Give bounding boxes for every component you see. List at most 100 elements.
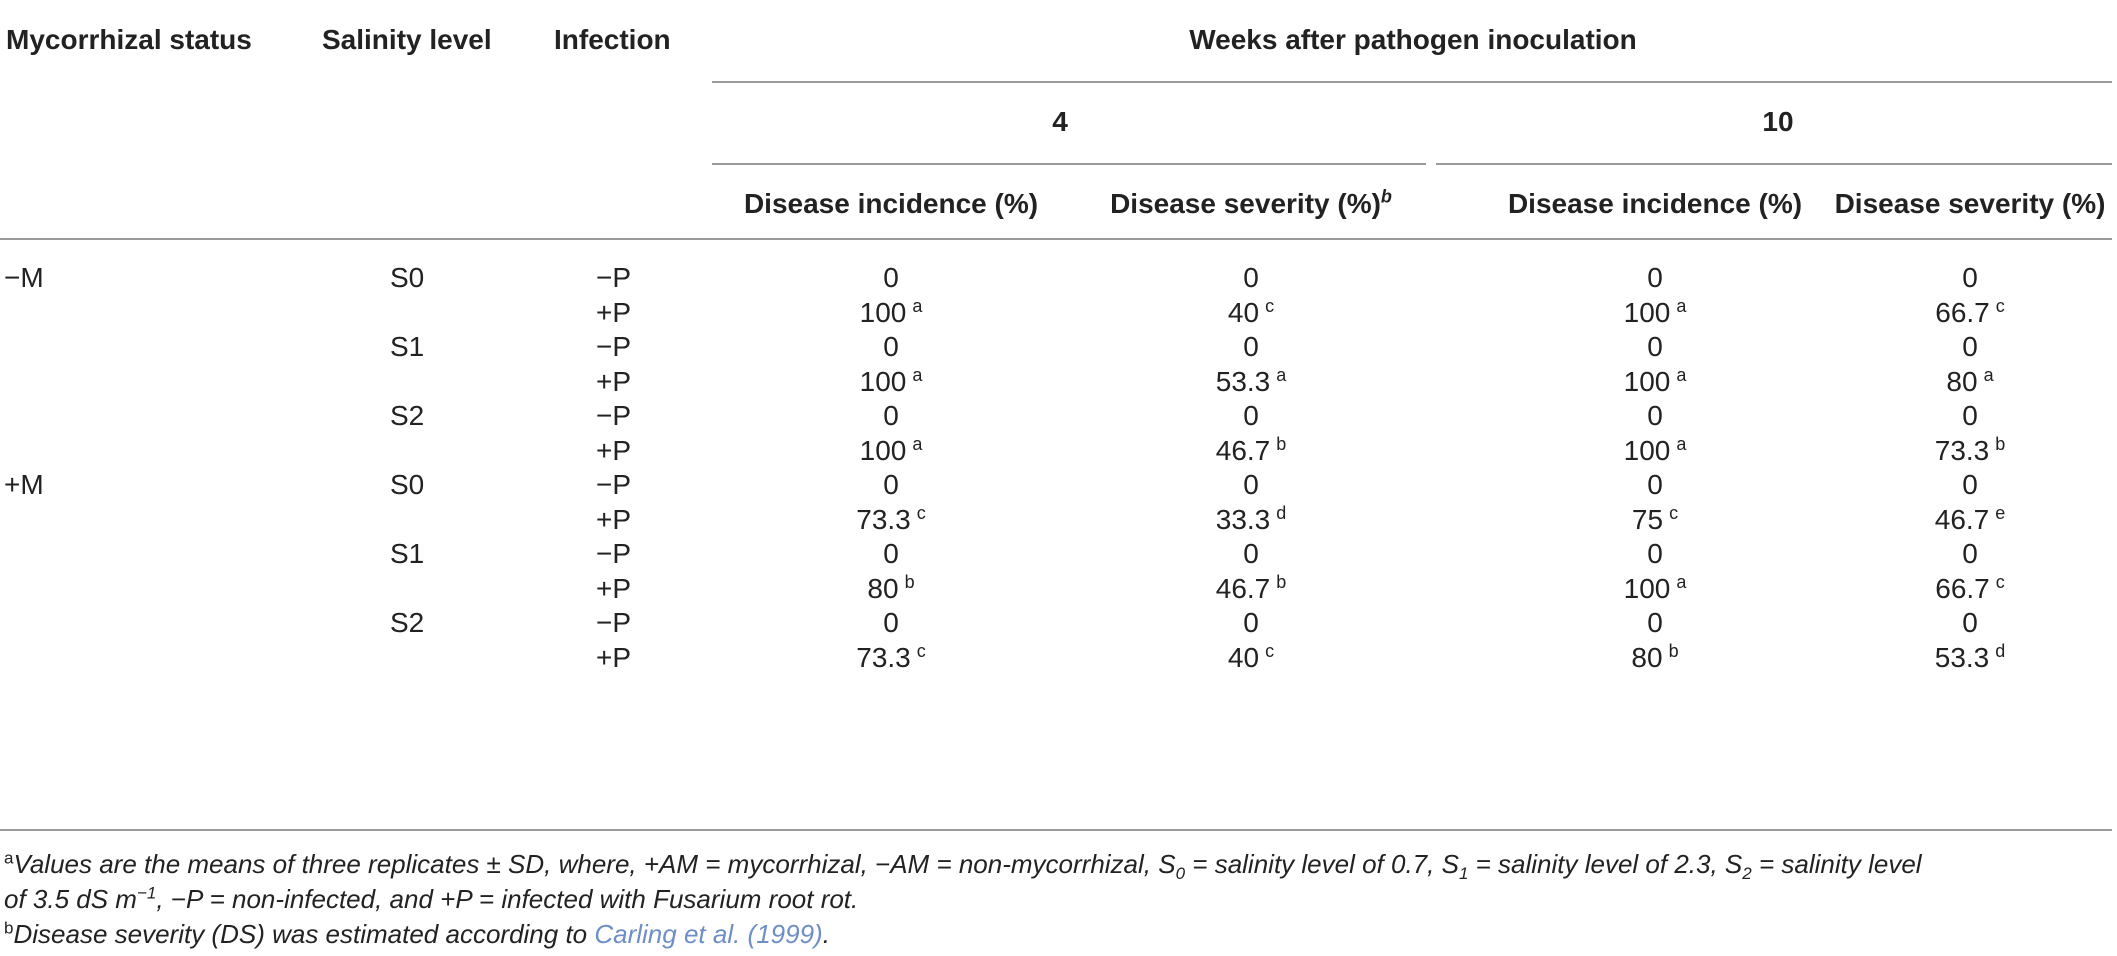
footnote-a-s1: 1 [1458,864,1469,884]
header-incidence-10: Disease incidence (%) [1507,188,1803,219]
cell-c1: 0 [883,469,899,501]
cell-value: 0 [1243,331,1259,362]
cell-c4: 66.7 c [1935,573,2005,605]
cell-c4: 80 a [1946,366,1993,398]
cell-significance-letter: b [904,571,915,592]
cell-value: 0 [1243,262,1259,293]
cell-value: 0 [1647,331,1663,362]
cell-value: 0 [1962,400,1978,431]
cell-value: 75 [1631,504,1664,535]
cell-c1: 0 [883,262,899,294]
cell-significance-letter: c [916,640,926,661]
cell-significance-letter: a [1676,364,1687,385]
cell-mycorrhizal-status: +M [4,469,44,500]
cell-value: 53.3 [1934,642,1990,673]
cell-value: 0 [1962,469,1978,500]
cell-significance-letter: d [1276,502,1287,523]
cell-significance-letter: e [1995,502,2006,523]
cell-value: 0 [1962,262,1978,293]
cell-significance-letter: b [1995,433,2006,454]
cell-value: 0 [1243,400,1259,431]
cell-significance-letter: c [1265,295,1275,316]
cell-c4: 0 [1962,469,1978,501]
cell-value: 0 [1962,331,1978,362]
cell-c1: 0 [883,400,899,432]
cell-significance-letter: b [1668,640,1679,661]
cell-c4: 66.7 c [1935,297,2005,329]
cell-value: 100 [1623,297,1671,328]
cell-salinity-level: S1 [390,538,425,569]
cell-value: 100 [1623,435,1671,466]
cell-value: 0 [1647,469,1663,500]
footnote-a-text4: = salinity level [1751,849,1922,879]
cell-c4: 0 [1962,538,1978,570]
footnote-b-text: Disease severity (DS) was estimated acco… [13,919,595,949]
cell-c1: 0 [883,331,899,363]
footnote-a-text3: = salinity level of 2.3, S [1468,849,1743,879]
footnote-a-exp: −1 [136,883,157,903]
header-week-4: 4 [1052,106,1068,137]
cell-c2: 33.3 d [1216,504,1287,536]
cell-value: 0 [1243,607,1259,638]
cell-c3: 100 a [1624,573,1687,605]
footnote-a-s2: 2 [1742,864,1752,884]
cell-c2: 46.7 b [1216,435,1287,467]
cell-c1: 0 [883,538,899,570]
cell-salinity-level: S0 [390,469,425,500]
cell-c3: 0 [1647,469,1663,501]
cell-significance-letter: b [1276,571,1287,592]
cell-significance-letter: a [912,433,923,454]
cell-value: 80 [1946,366,1978,397]
cell-value: 100 [1623,573,1671,604]
cell-c4: 0 [1962,607,1978,639]
header-severity-10: Disease severity (%) [1834,188,2106,219]
cell-value: 0 [883,262,899,293]
footnote-a-line2: of 3.5 dS m−1, −P = non-infected, and +P… [4,882,858,917]
cell-value: 40 [1227,642,1260,673]
cell-value: 0 [883,538,899,569]
cell-value: 73.3 [856,642,911,673]
cell-c2: 40 c [1228,297,1274,329]
cell-significance-letter: c [916,502,926,523]
cell-significance-letter: c [1669,502,1679,523]
footnote-b-end: . [822,919,830,949]
header-mycorrhizal-status: Mycorrhizal status [6,24,252,55]
cell-value: 0 [1962,607,1978,638]
cell-infection: −P [596,262,632,293]
cell-c1: 80 b [867,573,914,605]
cell-value: 46.7 [1215,435,1271,466]
rule-header-bottom [0,238,2112,240]
cell-mycorrhizal-status: −M [4,262,44,293]
rule-table-bottom [0,829,2112,831]
cell-c3: 0 [1647,262,1663,294]
cell-value: 100 [1623,366,1671,397]
cell-c2: 0 [1243,331,1259,363]
cell-c2: 0 [1243,538,1259,570]
header-weeks: Weeks after pathogen inoculation [1189,24,1637,55]
cell-c4: 0 [1962,262,1978,294]
header-infection: Infection [554,24,671,55]
cell-value: 100 [859,297,907,328]
footnote-a-text1: Values are the means of three replicates… [13,849,1176,879]
header-severity-4: Disease severity (%)b [1110,188,1392,220]
footnote-a-text6: , −P = non-infected, and +P = infected w… [156,884,859,914]
cell-significance-letter: a [1276,364,1287,385]
footnote-a: aValues are the means of three replicate… [4,847,1922,882]
cell-c3: 0 [1647,538,1663,570]
cell-infection: +P [596,504,632,535]
cell-c1: 100 a [860,435,923,467]
cell-infection: −P [596,607,632,638]
cell-c3: 75 c [1632,504,1678,536]
footnote-b-reference-link[interactable]: Carling et al. (1999) [594,919,823,949]
rule-week-4 [712,163,1426,165]
header-salinity-level: Salinity level [322,24,492,55]
cell-salinity-level: S2 [390,400,425,431]
cell-infection: +P [596,573,632,604]
cell-c1: 100 a [860,297,923,329]
footnote-a-s0: 0 [1175,864,1186,884]
footnote-a-text2: = salinity level of 0.7, S [1185,849,1459,879]
cell-value: 0 [1962,538,1978,569]
cell-infection: +P [596,366,632,397]
cell-value: 73.3 [856,504,911,535]
cell-c2: 53.3 a [1216,366,1287,398]
